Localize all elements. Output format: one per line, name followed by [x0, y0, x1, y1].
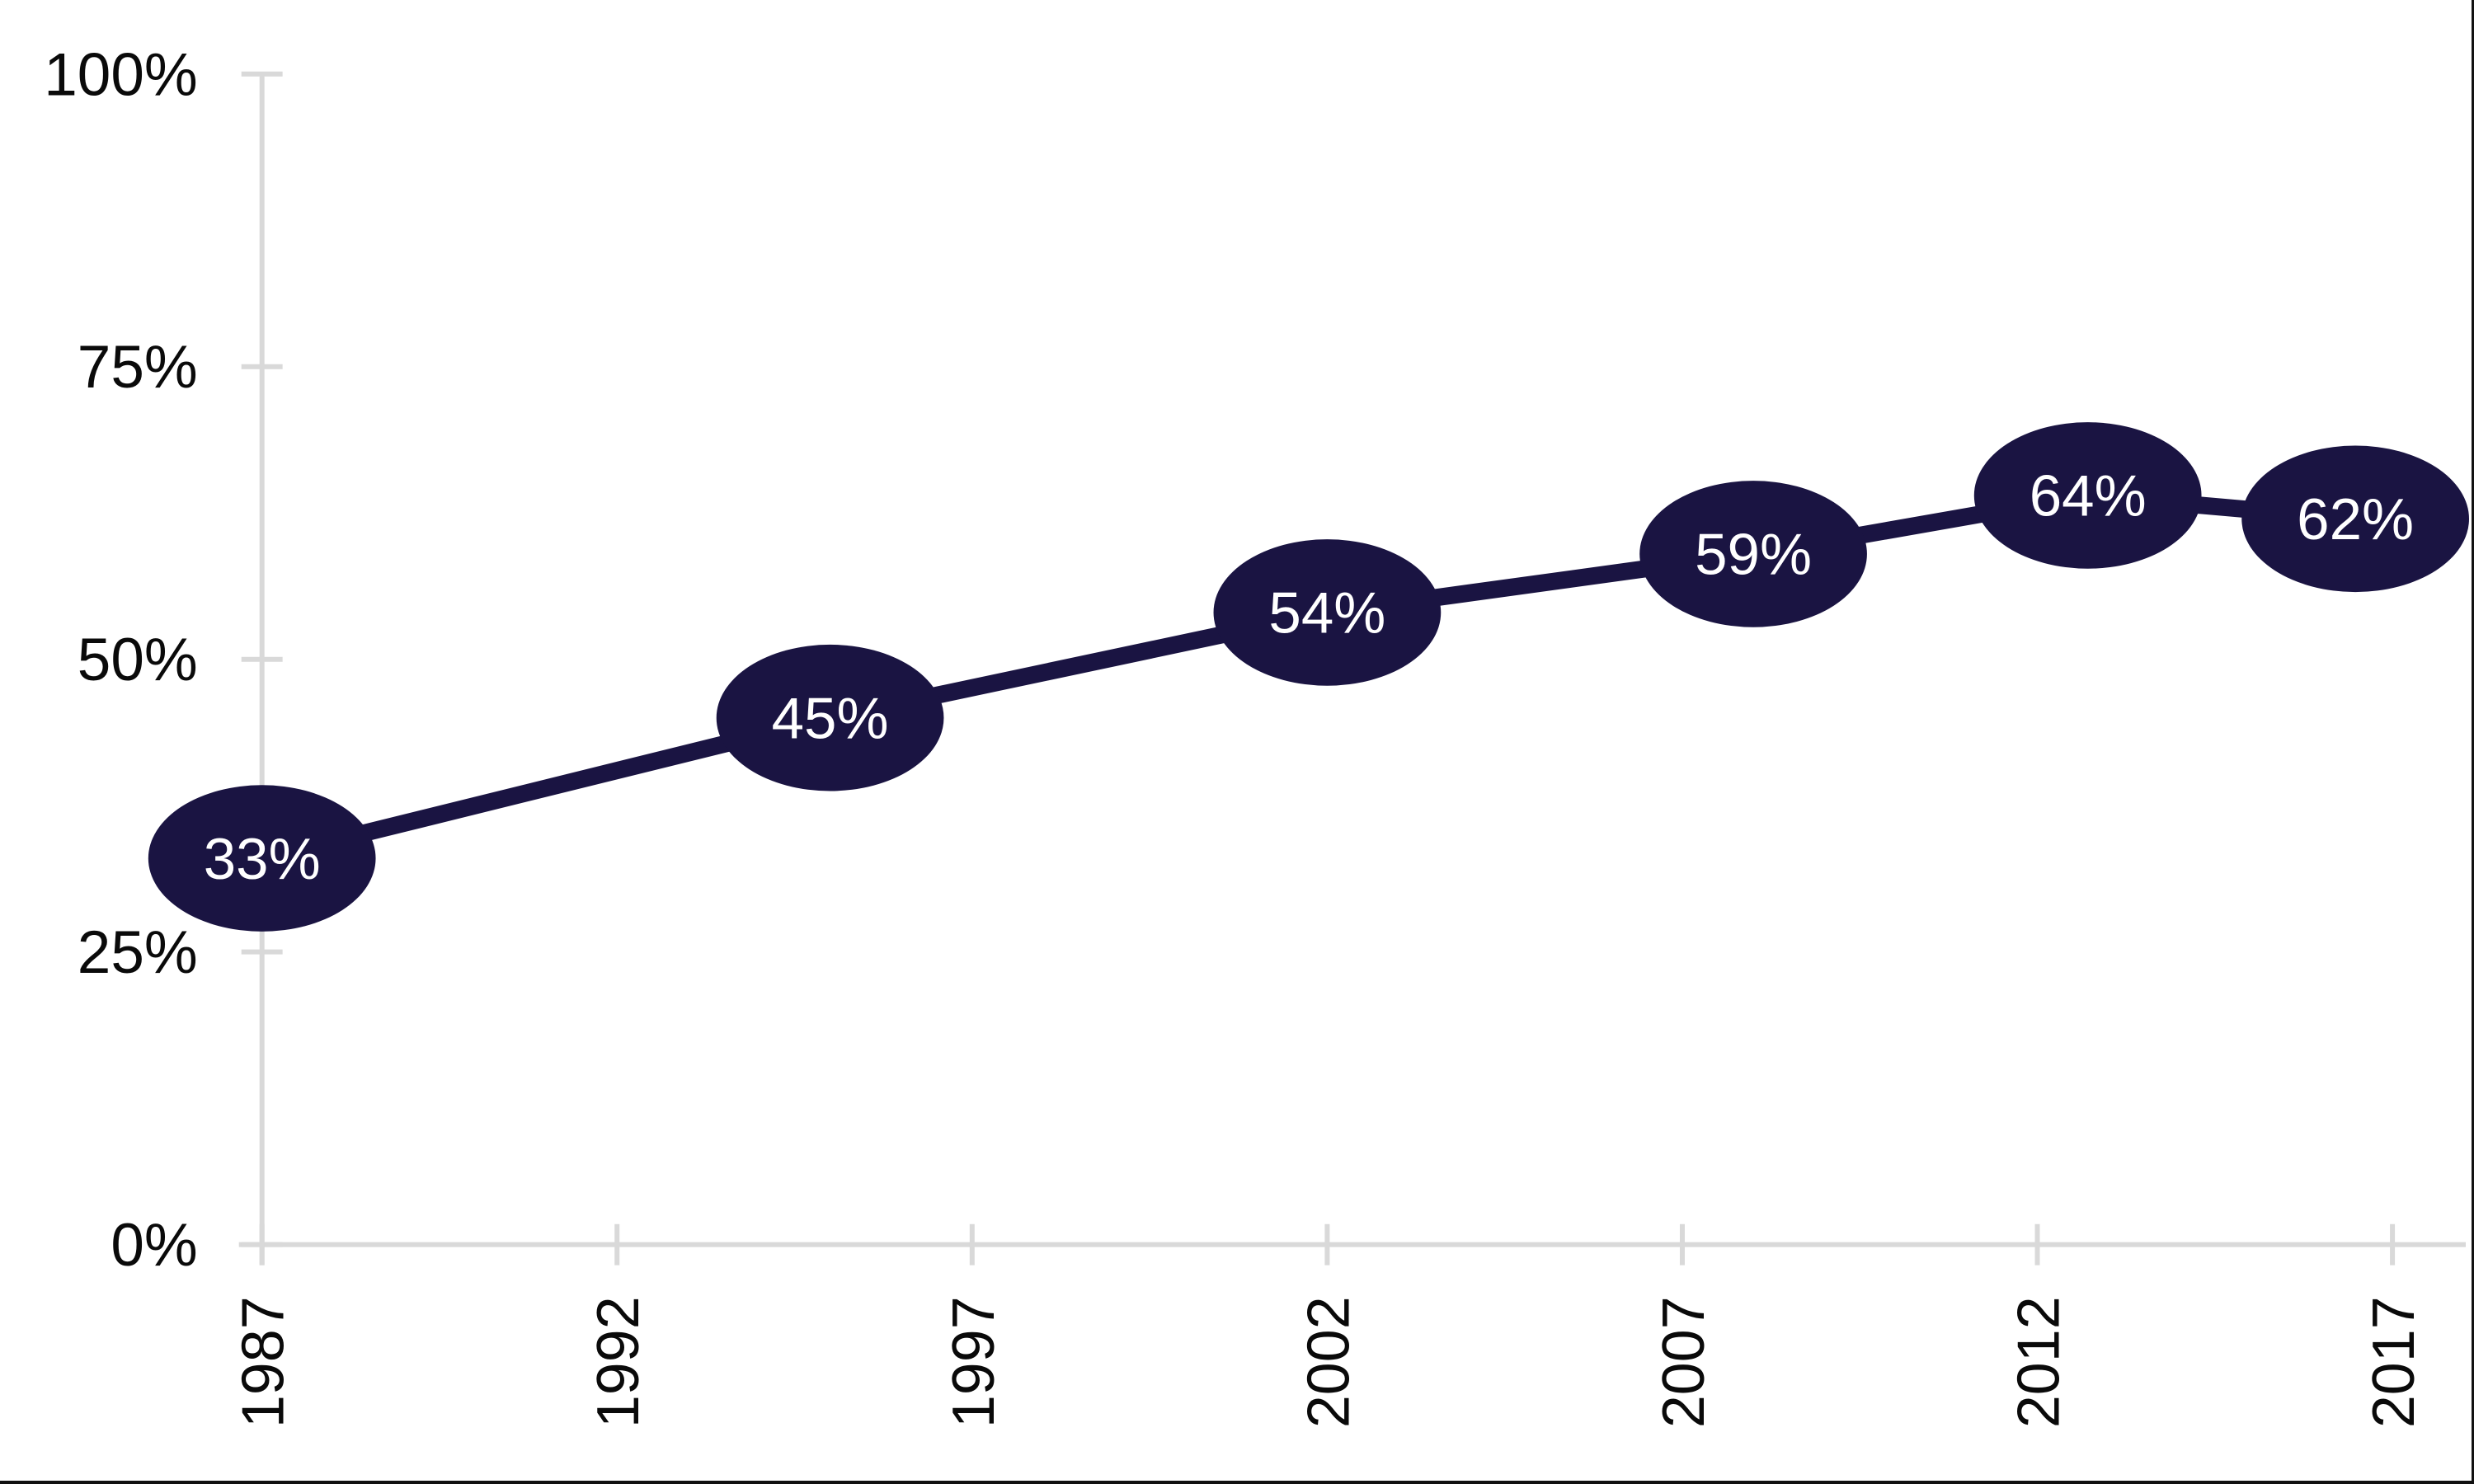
y-tick-label: 75% — [78, 334, 198, 401]
data-point-label: 64% — [2030, 464, 2147, 529]
data-point-ellipse — [1213, 539, 1442, 686]
y-tick-label: 25% — [78, 919, 198, 986]
x-tick-label: 2007 — [1651, 1296, 1717, 1428]
data-point-ellipse — [716, 644, 944, 791]
data-point-label: 45% — [772, 687, 889, 752]
data-point-label: 59% — [1695, 523, 1812, 588]
x-tick-label: 2012 — [2006, 1296, 2072, 1428]
data-point-label: 33% — [204, 827, 321, 892]
data-point-label: 62% — [2297, 487, 2414, 552]
x-tick-label: 1987 — [231, 1296, 297, 1428]
data-point-ellipse — [2241, 445, 2470, 593]
data-point-ellipse — [148, 785, 376, 932]
y-tick-label: 50% — [78, 627, 198, 693]
y-tick-label: 0% — [111, 1212, 197, 1279]
x-tick-label: 1992 — [586, 1296, 651, 1428]
data-point-ellipse — [1639, 481, 1867, 627]
data-point-ellipse — [1973, 422, 2202, 569]
y-tick-label: 100% — [44, 41, 198, 108]
data-point-label: 54% — [1268, 581, 1385, 646]
x-tick-label: 2002 — [1296, 1296, 1362, 1428]
x-tick-label: 1997 — [941, 1296, 1007, 1428]
x-tick-label: 2017 — [2361, 1296, 2427, 1428]
